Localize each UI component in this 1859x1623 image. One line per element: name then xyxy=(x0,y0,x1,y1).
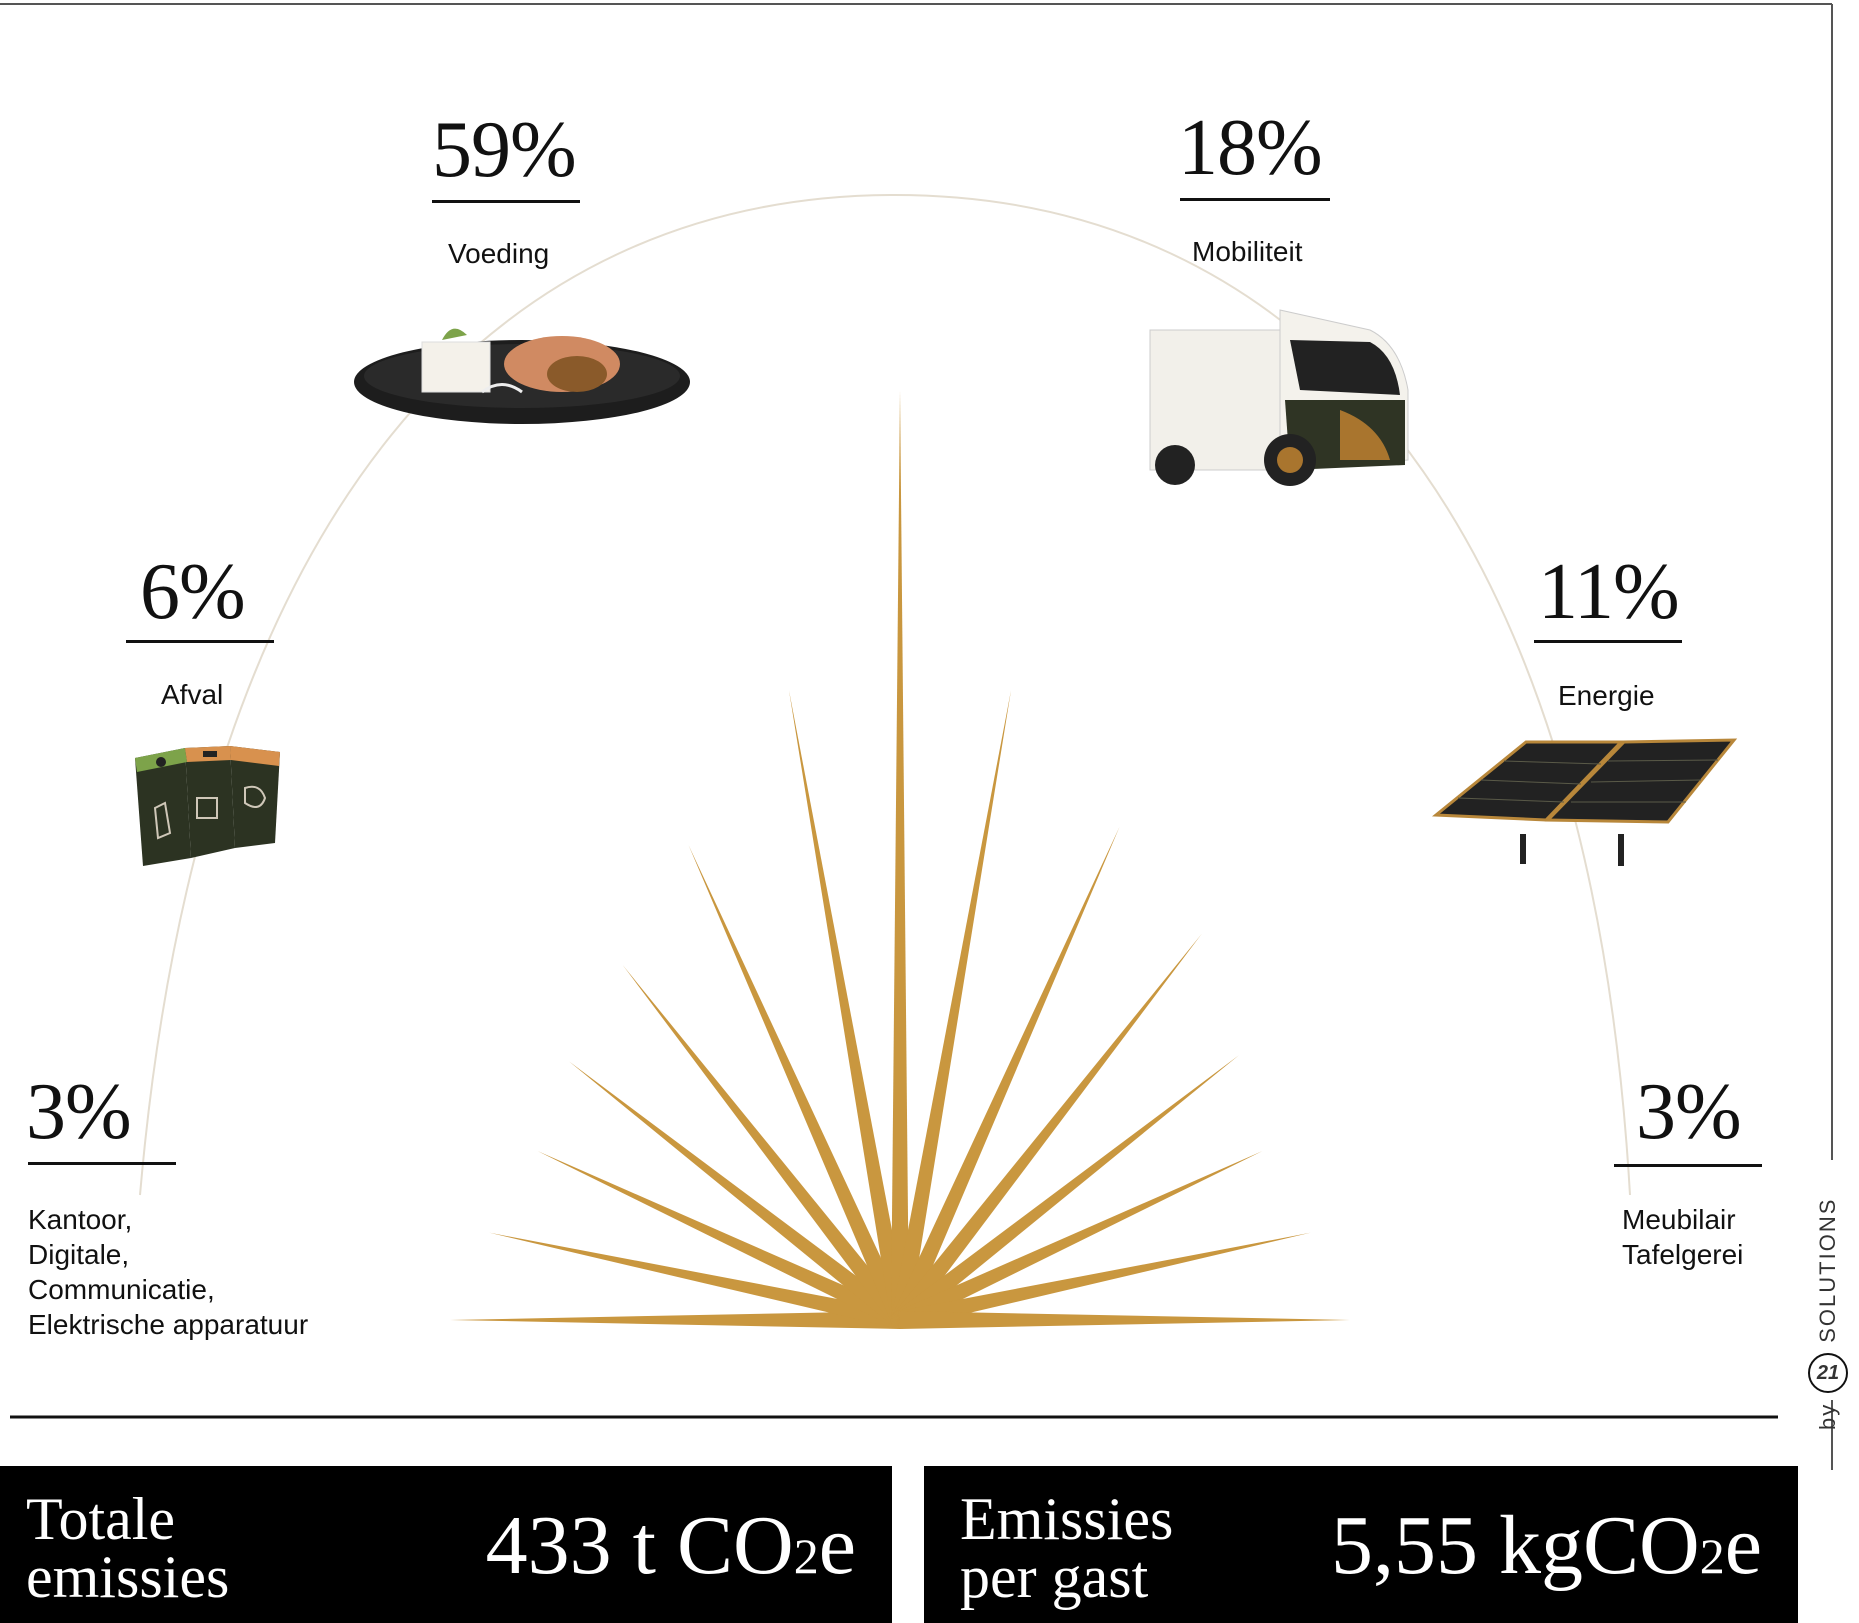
distribution-arc xyxy=(139,193,1631,1196)
per-guest-emissions-value-subscript: 2 xyxy=(1699,1528,1725,1584)
sunburst-ray xyxy=(688,844,909,1324)
percent-mobiliteit: 18% xyxy=(1178,104,1323,192)
total-emissions-value: 433 t CO2e xyxy=(486,1504,856,1588)
label-meubilair-line-2: Tafelgerei xyxy=(1622,1239,1744,1270)
underline-kantoor xyxy=(28,1162,176,1165)
sunburst-ray xyxy=(622,965,908,1326)
percent-meubilair: 3% xyxy=(1636,1068,1742,1156)
label-meubilair-line-1: Meubilair xyxy=(1622,1204,1736,1235)
brand-prefix: by xyxy=(1815,1402,1840,1430)
percent-voeding: 59% xyxy=(432,106,577,194)
sunburst-ray xyxy=(896,1150,1263,1329)
label-kantoor-line-2: Digitale, xyxy=(28,1239,130,1270)
total-emissions-panel: Totale emissies 433 t CO2e xyxy=(0,1466,892,1623)
label-afval: Afval xyxy=(161,679,224,710)
label-kantoor-line-3: Communicatie, xyxy=(28,1274,215,1305)
sunburst-ray xyxy=(450,1311,900,1329)
waste-bins-icon xyxy=(135,746,280,866)
label-voeding: Voeding xyxy=(448,238,550,269)
per-guest-emissions-value: 5,55 kgCO2e xyxy=(1331,1504,1762,1588)
per-guest-emissions-title: Emissies per gast xyxy=(960,1486,1174,1610)
label-kantoor: Kantoor, Digitale, Communicatie, Elektri… xyxy=(28,1202,308,1342)
underline-voeding xyxy=(432,200,580,203)
brand-name: SOLUTIONS xyxy=(1815,1197,1840,1343)
sunburst-ray xyxy=(898,1232,1311,1329)
van-icon xyxy=(1149,309,1409,486)
per-guest-emissions-panel: Emissies per gast 5,55 kgCO2e xyxy=(924,1466,1798,1623)
sunburst-ray xyxy=(891,826,1120,1324)
percent-afval: 6% xyxy=(140,548,246,636)
underline-energie xyxy=(1534,640,1682,643)
per-guest-emissions-value-tail: e xyxy=(1724,1499,1762,1592)
percent-energie: 11% xyxy=(1538,548,1680,636)
sunburst-ray xyxy=(537,1150,904,1329)
label-kantoor-line-1: Kantoor, xyxy=(28,1204,133,1235)
label-energie: Energie xyxy=(1558,680,1655,711)
label-kantoor-line-4: Elektrische apparatuur xyxy=(28,1309,309,1340)
sunburst-ray xyxy=(891,390,909,1320)
sunburst-ray xyxy=(489,1232,902,1329)
total-emissions-title: Totale emissies xyxy=(26,1486,230,1610)
per-guest-emissions-value-main: 5,55 kgCO xyxy=(1331,1499,1700,1592)
underline-meubilair xyxy=(1614,1164,1762,1167)
sunburst-ray xyxy=(891,689,1012,1322)
sunburst-rays xyxy=(450,390,1350,1329)
sunburst-ray xyxy=(892,933,1202,1326)
total-emissions-value-tail: e xyxy=(818,1499,856,1592)
sunburst-ray xyxy=(569,1061,906,1328)
brand-logo-icon: 21 xyxy=(1808,1352,1848,1393)
percent-kantoor: 3% xyxy=(26,1068,132,1156)
label-meubilair: Meubilair Tafelgerei xyxy=(1622,1202,1743,1272)
sunburst-ray xyxy=(900,1311,1350,1329)
underline-afval xyxy=(126,640,274,643)
sunburst-ray xyxy=(894,1055,1239,1328)
sunburst-ray xyxy=(788,689,909,1322)
total-emissions-value-subscript: 2 xyxy=(793,1528,819,1584)
total-emissions-value-main: 433 t CO xyxy=(485,1499,794,1592)
label-mobiliteit: Mobiliteit xyxy=(1192,236,1303,267)
food-plate-icon xyxy=(354,328,690,424)
underline-mobiliteit xyxy=(1180,198,1330,201)
solar-panel-icon xyxy=(1431,738,1738,866)
